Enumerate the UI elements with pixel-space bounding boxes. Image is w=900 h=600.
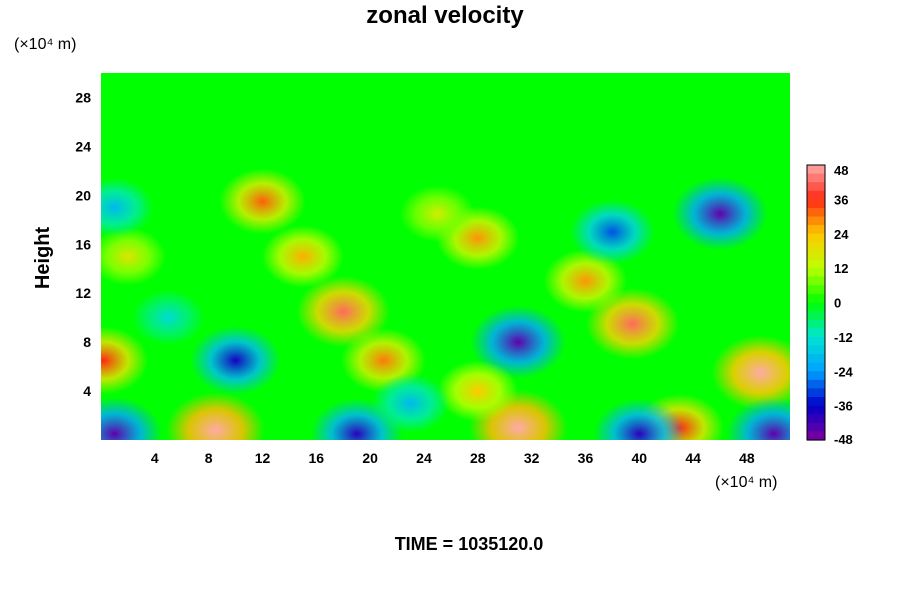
colorbar-segment [807,242,825,252]
y-axis-unit: (×10⁴ m) [14,36,76,53]
x-tick-label: 40 [631,450,647,466]
field-feature [165,392,265,440]
y-tick-label: 28 [75,89,91,105]
y-tick-label: 20 [75,187,91,203]
y-axis-ticks: 4 8 12 16 20 24 28 [75,89,91,399]
x-tick-label: 44 [685,450,701,466]
colorbar-segment [807,362,825,372]
field-feature [569,199,655,265]
colorbar-segment [807,354,825,364]
colorbar-tick-label: -12 [834,330,853,345]
colorbar-segment [807,165,825,175]
field-feature [371,373,450,433]
colorbar-ticks: 48 36 24 12 0 -12 -24 -36 -48 [834,163,854,447]
colorbar-segment [807,285,825,295]
colorbar-segment [807,345,825,355]
y-tick-label: 24 [75,138,91,154]
field-feature [711,335,790,411]
colorbar-tick-label: -24 [834,364,854,379]
colorbar-segment [807,216,825,226]
colorbar-tick-label: -48 [834,432,853,447]
x-tick-label: 16 [309,450,325,466]
colorbar-segment [807,319,825,329]
colorbar-segment [807,302,825,312]
field-feature [261,225,344,288]
field-feature [399,185,476,243]
colorbar-segment [807,311,825,321]
colorbar-segment [807,199,825,209]
velocity-field [101,168,790,440]
colorbar-segment [807,379,825,390]
field-feature [190,325,281,396]
field-feature [101,326,149,395]
x-tick-label: 48 [739,450,755,466]
field-feature [219,168,306,235]
colorbar-segment [807,182,825,192]
colorbar-tick-label: 24 [834,227,849,242]
field-feature [131,289,206,346]
x-tick-label: 36 [578,450,594,466]
colorbar-segment [807,336,825,347]
x-axis-unit: (×10⁴ m) [715,474,777,491]
field-feature [672,177,768,251]
y-axis-label: Height [32,227,54,290]
colorbar-segment [807,276,825,286]
colorbar-tick-label: 48 [834,163,848,178]
x-tick-label: 12 [255,450,271,466]
colorbar-segment [807,405,825,415]
x-tick-label: 4 [151,450,159,466]
colorbar-segment [807,173,825,183]
colorbar-segment [807,207,825,218]
field-feature [101,177,154,238]
colorbar-segment [807,431,825,441]
colorbar-segment [807,293,825,304]
colorbar-tick-label: 12 [834,261,848,276]
x-tick-label: 24 [416,450,432,466]
field-feature [470,305,566,379]
field-feature [543,249,628,313]
x-tick-label: 8 [205,450,213,466]
field-feature [101,397,163,440]
colorbar-segment [807,422,825,433]
colorbar-segment [807,233,825,243]
field-feature [296,275,390,348]
colorbar-segment [807,225,825,235]
colorbar-tick-label: 0 [834,296,841,311]
y-tick-label: 4 [83,383,91,399]
y-tick-label: 16 [75,236,91,252]
y-tick-label: 12 [75,285,91,301]
colorbar-segment [807,414,825,424]
colorbar-segment [807,268,825,278]
colorbar-segment [807,259,825,269]
colorbar-tick-label: -36 [834,399,853,414]
x-tick-label: 20 [362,450,378,466]
colorbar [806,164,826,441]
x-tick-label: 32 [524,450,540,466]
field-feature [726,397,790,440]
y-tick-label: 8 [83,334,91,350]
field-feature [593,398,686,440]
colorbar-segment [807,190,825,200]
colorbar-segment [807,371,825,381]
field-feature [101,227,167,286]
colorbar-segment [807,397,825,407]
field-feature [437,360,519,422]
colorbar-tick-label: 36 [834,192,848,207]
chart-title: zonal velocity [366,2,524,29]
x-tick-label: 28 [470,450,486,466]
colorbar-segment [807,388,825,398]
x-axis-ticks: 4 8 12 16 20 24 28 32 36 40 44 48 [151,450,755,466]
time-label: TIME = 1035120.0 [395,534,544,554]
colorbar-segment [807,250,825,261]
colorbar-segment [807,328,825,338]
